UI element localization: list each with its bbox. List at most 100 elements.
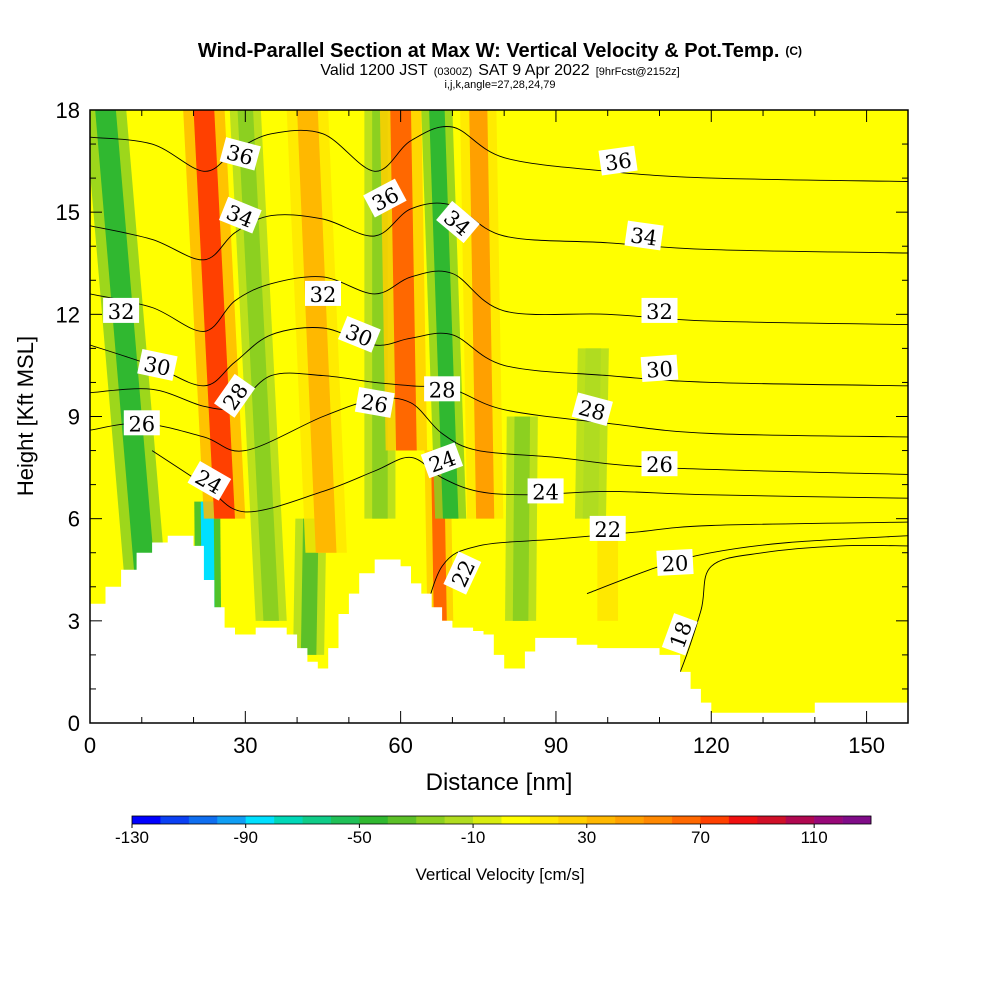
colorbar-tick-label: 30 bbox=[577, 828, 596, 847]
colorbar-swatch bbox=[330, 816, 360, 824]
contour-label-30: 30 bbox=[137, 348, 178, 381]
contour-label-text: 32 bbox=[310, 283, 337, 307]
velocity-band bbox=[582, 348, 602, 519]
contour-label-30: 30 bbox=[640, 354, 679, 383]
colorbar-swatch bbox=[728, 816, 758, 824]
chart-subtitle: Valid 1200 JST (0300Z) SAT 9 Apr 2022 [9hrF… bbox=[320, 62, 679, 79]
theta-contour-22 bbox=[420, 521, 908, 628]
colorbar-tick-label: -10 bbox=[461, 828, 486, 847]
velocity-band bbox=[429, 110, 459, 519]
contour-label-box bbox=[354, 386, 395, 418]
colorbar-frame bbox=[131, 815, 872, 825]
contour-label-box bbox=[661, 613, 698, 656]
colorbar-swatch bbox=[387, 816, 417, 824]
contour-label-34: 34 bbox=[218, 196, 262, 234]
velocity-band bbox=[237, 110, 279, 621]
contour-label-box bbox=[436, 200, 480, 244]
contour-label-box bbox=[424, 376, 461, 402]
contour-label-36: 36 bbox=[219, 137, 261, 171]
contour-label-26: 26 bbox=[123, 410, 160, 436]
contour-label-text: 32 bbox=[108, 300, 135, 324]
terrain-mask bbox=[90, 535, 908, 723]
contour-label-text: 32 bbox=[646, 300, 673, 324]
colorbar-swatch bbox=[615, 816, 644, 824]
contour-label-box bbox=[137, 348, 178, 381]
colorbar-swatch bbox=[643, 816, 673, 824]
y-tick-label: 18 bbox=[56, 98, 80, 123]
contour-label-text: 28 bbox=[429, 378, 456, 402]
contour-label-text: 22 bbox=[594, 518, 621, 542]
colorbar-swatch bbox=[529, 816, 559, 824]
x-tick-label: 90 bbox=[544, 733, 568, 758]
colorbar-swatch bbox=[700, 816, 730, 824]
contour-label-text: 34 bbox=[629, 223, 659, 250]
colorbar-swatch bbox=[473, 816, 502, 824]
colorbar-swatch bbox=[132, 816, 161, 824]
contour-label-box bbox=[641, 297, 678, 323]
theta-contour-36 bbox=[90, 126, 908, 182]
colorbar-swatch bbox=[188, 816, 218, 824]
contour-label-34: 34 bbox=[624, 220, 664, 251]
contour-label-box bbox=[641, 451, 678, 477]
x-tick-label: 150 bbox=[848, 733, 885, 758]
contour-label-box bbox=[305, 280, 341, 306]
contour-label-22: 22 bbox=[589, 515, 626, 542]
contour-label-text: 36 bbox=[603, 148, 633, 175]
colorbar-swatch bbox=[274, 816, 303, 824]
contour-label-text: 26 bbox=[359, 390, 389, 418]
velocity-band bbox=[297, 110, 337, 553]
theta-contours bbox=[90, 126, 908, 714]
chart-title: Wind-Parallel Section at Max W: Vertical… bbox=[198, 40, 779, 62]
theta-contour-26 bbox=[90, 397, 908, 475]
contour-label-box bbox=[103, 297, 140, 323]
contour-label-box bbox=[589, 515, 626, 541]
contour-label-36: 36 bbox=[598, 145, 638, 176]
subtitle-prefix: Valid 1200 JST bbox=[320, 62, 428, 79]
colorbar-swatch bbox=[444, 816, 474, 824]
colorbar-swatch bbox=[814, 816, 843, 824]
theta-contour-24 bbox=[151, 450, 908, 513]
contour-label-box bbox=[187, 460, 232, 501]
colorbar-swatch bbox=[302, 816, 332, 824]
contour-label-32: 32 bbox=[103, 297, 140, 324]
contour-label-text: 20 bbox=[661, 551, 689, 576]
contour-label-text: 26 bbox=[128, 412, 155, 436]
velocity-band bbox=[193, 110, 235, 519]
contour-label-32: 32 bbox=[305, 280, 341, 307]
velocity-band bbox=[95, 110, 157, 587]
colorbar-tick-label: -130 bbox=[115, 828, 149, 847]
chart-title-mark: (C) bbox=[785, 44, 802, 58]
colorbar-swatch bbox=[842, 816, 872, 824]
contour-label-32: 32 bbox=[641, 297, 678, 324]
contour-label-box bbox=[443, 551, 482, 595]
colorbar-tick-label: -90 bbox=[233, 828, 258, 847]
x-tick-label: 120 bbox=[693, 733, 730, 758]
colorbar-label: Vertical Velocity [cm/s] bbox=[415, 865, 584, 884]
y-tick-label: 15 bbox=[56, 200, 80, 225]
contour-label-box bbox=[214, 373, 256, 418]
contour-label-box bbox=[123, 410, 160, 436]
colorbar-swatch bbox=[586, 816, 616, 824]
y-tick-label: 12 bbox=[56, 302, 80, 327]
colorbar-tick-label: 110 bbox=[801, 828, 828, 847]
y-tick-label: 0 bbox=[68, 711, 80, 736]
x-tick-label: 60 bbox=[388, 733, 412, 758]
velocity-band bbox=[597, 518, 619, 621]
plot-area bbox=[90, 110, 908, 723]
contour-label-28: 28 bbox=[424, 376, 461, 402]
velocity-band bbox=[512, 416, 531, 621]
contour-label-box bbox=[624, 220, 664, 251]
contour-label-28: 28 bbox=[571, 392, 613, 426]
subtitle-utc: (0300Z) bbox=[434, 66, 473, 78]
contour-label-box bbox=[640, 354, 679, 383]
contour-label-box bbox=[571, 392, 613, 426]
contour-label-24: 24 bbox=[527, 478, 564, 504]
colorbar-swatch bbox=[245, 816, 275, 824]
colorbar-swatch bbox=[785, 816, 815, 824]
contour-label-box bbox=[527, 478, 564, 504]
contour-label-20: 20 bbox=[656, 548, 694, 577]
contour-label-text: 30 bbox=[142, 352, 173, 381]
y-tick-label: 6 bbox=[68, 507, 80, 532]
colorbar-swatch bbox=[672, 816, 701, 824]
